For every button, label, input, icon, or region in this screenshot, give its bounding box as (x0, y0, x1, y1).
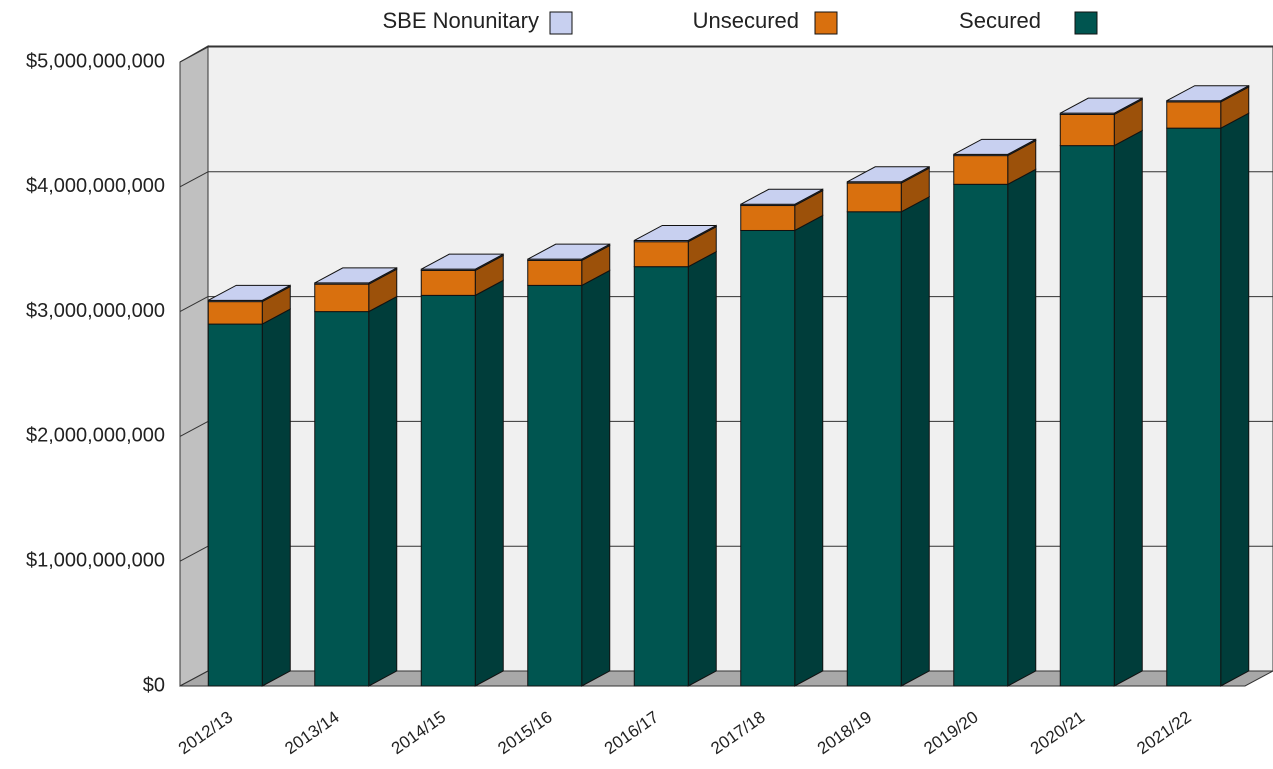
bar-side (1220, 112, 1250, 687)
x-tick-label: 2017/18 (707, 707, 768, 758)
bar-top (314, 267, 397, 284)
bar (1059, 113, 1115, 147)
x-tick-label: 2013/14 (281, 707, 342, 758)
legend-swatch (549, 11, 573, 35)
left-wall (179, 45, 209, 687)
bar-top (208, 284, 291, 301)
bar (740, 229, 796, 687)
x-tick-label: 2018/19 (814, 707, 875, 758)
bar (633, 266, 689, 687)
bar (527, 284, 583, 687)
x-tick-label: 2015/16 (494, 707, 555, 758)
x-tick-label: 2020/21 (1027, 707, 1088, 758)
bar (420, 269, 476, 296)
x-tick-label: 2012/13 (175, 707, 236, 758)
bar (953, 155, 1009, 185)
legend-label: Secured (959, 8, 1041, 33)
bar-top (527, 243, 610, 260)
bar (846, 211, 902, 687)
y-tick-label: $2,000,000,000 (26, 425, 165, 447)
x-tick-label: 2014/15 (388, 707, 449, 758)
bar-side (1007, 168, 1037, 687)
bar (314, 283, 370, 313)
bar-top (634, 224, 717, 241)
x-tick-label: 2016/17 (601, 707, 662, 758)
grid-line-side (179, 545, 209, 562)
bar (846, 182, 902, 213)
bar (420, 294, 476, 687)
bar (207, 323, 263, 687)
bar-side (261, 308, 291, 687)
bar-top (847, 166, 930, 183)
legend-label: SBE Nonunitary (382, 8, 539, 33)
x-tick-label: 2019/20 (920, 707, 981, 758)
grid-line-side (179, 171, 209, 188)
bar-side (474, 279, 504, 687)
grid-line-side (179, 296, 209, 313)
bar (314, 311, 370, 687)
legend-label: Unsecured (693, 8, 799, 33)
grid-line-side (179, 420, 209, 437)
bar-side (687, 250, 717, 687)
bar-side (794, 214, 824, 687)
bar (207, 301, 263, 325)
bar-top (1166, 85, 1249, 102)
y-tick-label: $1,000,000,000 (26, 549, 165, 571)
bar-side (1113, 129, 1143, 687)
y-tick-label: $0 (143, 674, 165, 696)
bar-side (581, 269, 611, 687)
legend-swatch (1074, 11, 1098, 35)
y-tick-label: $5,000,000,000 (26, 50, 165, 72)
bar (1059, 145, 1115, 687)
bar-side (368, 295, 398, 687)
x-tick-label: 2021/22 (1133, 707, 1194, 758)
legend-swatch (814, 11, 838, 35)
bar-top (1060, 97, 1143, 114)
y-tick-label: $3,000,000,000 (26, 300, 165, 322)
bar (527, 259, 583, 286)
bar-side (900, 195, 930, 687)
bar (1166, 127, 1222, 687)
bar (633, 241, 689, 268)
bar-top (740, 188, 823, 205)
bar-top (421, 253, 504, 270)
y-tick-label: $4,000,000,000 (26, 175, 165, 197)
bar (740, 205, 796, 231)
bar-top (953, 138, 1036, 155)
bar (1166, 101, 1222, 129)
grid-line-side (179, 46, 209, 63)
bar (953, 183, 1009, 687)
